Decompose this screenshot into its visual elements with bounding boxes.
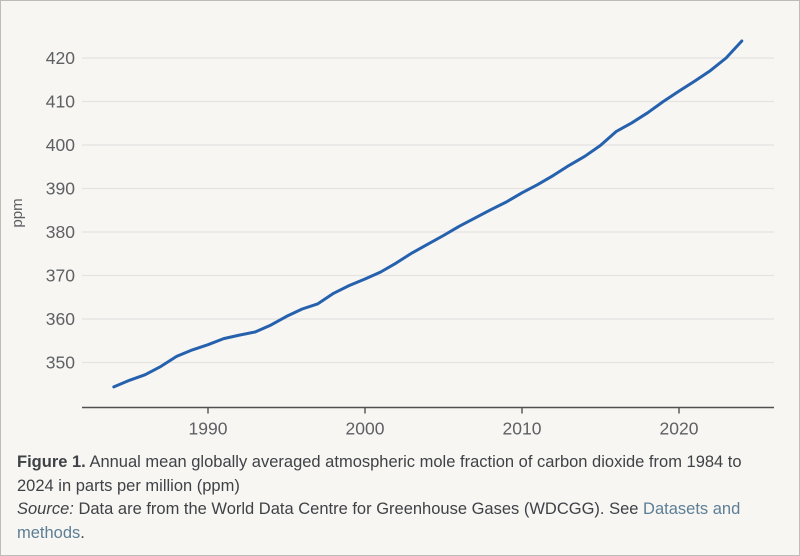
- svg-text:380: 380: [46, 222, 75, 242]
- figure-number-label: Figure 1.: [17, 453, 86, 471]
- figure-caption: Figure 1. Annual mean globally averaged …: [17, 451, 779, 545]
- svg-text:2010: 2010: [503, 419, 542, 439]
- svg-text:2000: 2000: [346, 419, 385, 439]
- svg-text:400: 400: [46, 135, 75, 155]
- svg-text:370: 370: [46, 266, 75, 286]
- caption-line: Figure 1. Annual mean globally averaged …: [17, 451, 779, 498]
- source-suffix: .: [80, 523, 85, 542]
- source-label: Source:: [17, 500, 74, 518]
- source-line: Source: Data are from the World Data Cen…: [17, 498, 779, 545]
- datasets-and-methods-link[interactable]: Datasets and methods: [17, 500, 741, 542]
- svg-text:410: 410: [46, 92, 75, 112]
- svg-text:350: 350: [46, 353, 75, 373]
- source-text: Data are from the World Data Centre for …: [73, 500, 644, 518]
- svg-text:360: 360: [46, 309, 75, 329]
- svg-text:390: 390: [46, 179, 75, 199]
- figure-title-text: Annual mean globally averaged atmospheri…: [17, 453, 742, 495]
- svg-text:1990: 1990: [189, 419, 228, 439]
- svg-text:ppm: ppm: [9, 198, 26, 227]
- svg-text:420: 420: [46, 48, 75, 68]
- svg-text:2020: 2020: [660, 419, 699, 439]
- chart-area: 350 360 370 380 390 400 410 420 ppm 1990 2000 2010 2…: [1, 1, 799, 449]
- co2-line-chart: 350 360 370 380 390 400 410 420 ppm 1990 2000 2010 2…: [9, 39, 774, 439]
